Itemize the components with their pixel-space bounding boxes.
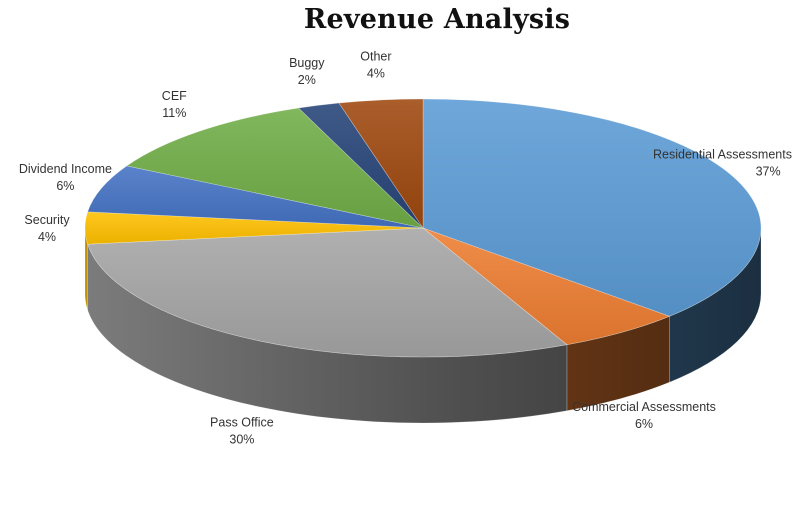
label-percent: 30% (229, 432, 254, 446)
label-category: CEF (162, 89, 187, 103)
label-percent: 4% (38, 230, 56, 244)
data-label-buggy: Buggy 2% (289, 56, 325, 87)
label-category: Other (360, 49, 391, 63)
label-category: Pass Office (210, 415, 274, 429)
label-category: Dividend Income (19, 162, 112, 176)
pie-slice-buggy (297, 102, 424, 229)
data-label-residential-assessments: Residential Assessments 37% (653, 148, 792, 179)
pie-side-pass-office (87, 244, 568, 424)
data-label-pass-office: Pass Office 30% (210, 415, 274, 446)
label-percent: 6% (56, 179, 74, 193)
pie-side-commercial-assessments (566, 315, 670, 412)
data-label-cef: CEF 11% (162, 89, 187, 120)
pie-slice-cef (126, 107, 424, 229)
pie-slice-security (84, 211, 424, 245)
data-label-security: Security 4% (24, 213, 70, 244)
data-label-dividend-income: Dividend Income 6% (19, 162, 112, 193)
label-category: Security (24, 213, 70, 227)
label-percent: 2% (298, 73, 316, 87)
label-category: Buggy (289, 56, 325, 70)
label-category: Commercial Assessments (572, 400, 716, 414)
label-percent: 4% (367, 66, 385, 80)
label-percent: 11% (162, 106, 186, 120)
pie-slice-commercial-assessments (422, 227, 671, 346)
pie-labels: Residential Assessments 37% Commercial Ass… (19, 49, 792, 446)
chart-title: Revenue Analysis (303, 4, 571, 35)
pie-slices (84, 98, 762, 358)
pie-sides (84, 227, 762, 424)
label-percent: 6% (635, 417, 653, 431)
data-label-commercial-assessments: Commercial Assessments 6% (572, 400, 716, 431)
pie-slice-dividend-income (87, 165, 424, 229)
pie-slice-residential-assessments (422, 98, 762, 317)
pie-slice-pass-office (87, 227, 568, 358)
label-category: Residential Assessments (653, 148, 792, 162)
pie-slice-other (338, 98, 424, 229)
data-label-other: Other 4% (360, 49, 391, 80)
label-percent: 37% (756, 165, 781, 179)
